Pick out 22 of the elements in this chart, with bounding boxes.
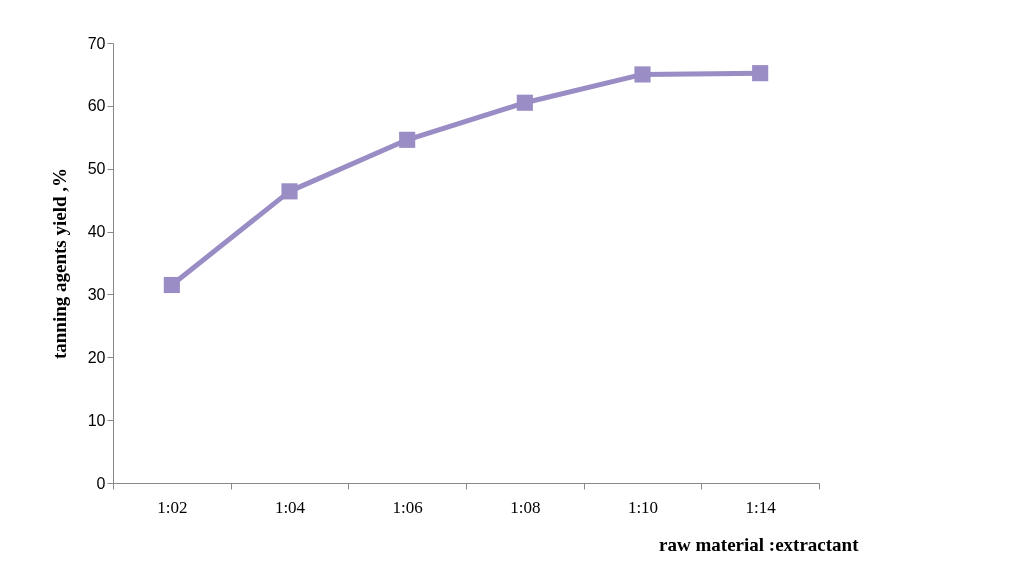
y-tick-label: 50 (87, 160, 106, 178)
point (399, 131, 416, 148)
y-tick-label: 60 (87, 97, 106, 115)
point (752, 65, 769, 82)
x-tick-label: 1:08 (510, 497, 541, 517)
x-tick-label: 1:02 (157, 497, 188, 517)
y-tick-label: 70 (87, 34, 106, 52)
x-tick-label: 1:14 (745, 497, 777, 517)
y-tick-label: 0 (96, 474, 106, 492)
x-axis-title: raw material :extractant (659, 533, 860, 555)
y-tick-label: 30 (87, 285, 106, 303)
point (281, 183, 298, 200)
y-tick-label: 20 (87, 348, 106, 366)
point (163, 276, 180, 294)
y-tick-label: 10 (87, 411, 106, 429)
x-tick-label: 1:06 (392, 497, 423, 517)
x-tick-label: 1:04 (274, 497, 306, 517)
point (516, 94, 533, 111)
y-axis-title: tanning agents yield ,% (48, 167, 70, 360)
y-tick-label: 40 (87, 223, 106, 241)
point (634, 66, 651, 83)
x-tick-label: 1:10 (627, 497, 659, 517)
